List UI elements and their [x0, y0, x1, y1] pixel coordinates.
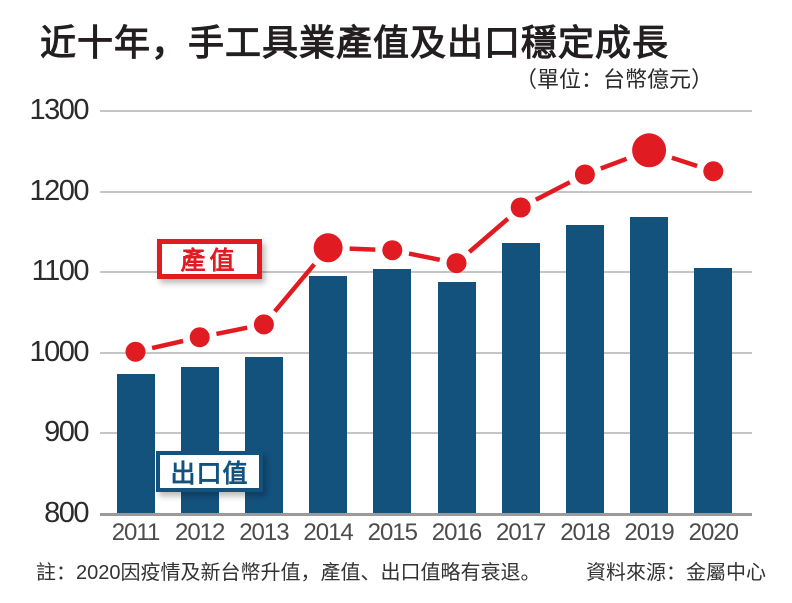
line-segment-2016-2017 — [467, 216, 510, 254]
line-segment-2012-2013 — [215, 325, 248, 337]
footnote-text: 註：2020因疫情及新台幣升值，產值、出口值略有衰退。 — [36, 562, 541, 584]
line-segment-2019-2020 — [671, 155, 698, 169]
y-tick-label-1000: 1000 — [29, 335, 89, 368]
x-axis-line — [100, 513, 752, 516]
production-value-dot-2014 — [313, 233, 343, 263]
export-value-bar-2018 — [565, 225, 604, 513]
production-value-dot-2017 — [510, 197, 531, 218]
footer: 註：2020因疫情及新台幣升值，產值、出口值略有衰退。 資料來源：金屬中心 — [36, 556, 766, 585]
data-source-text: 資料來源：金屬中心 — [586, 562, 766, 584]
production-value-dot-2019 — [632, 133, 667, 168]
x-tick-label-2012: 2012 — [174, 519, 225, 546]
x-tick-label-2016: 2016 — [431, 519, 482, 546]
y-tick-label-800: 800 — [44, 497, 89, 529]
export-value-bar-2020 — [694, 267, 733, 513]
production-value-series-label-text: 產值 — [180, 247, 239, 275]
export-value-bar-2019 — [630, 217, 669, 513]
gridline-1300 — [100, 110, 752, 112]
y-tick-label-900: 900 — [44, 416, 89, 449]
production-value-dot-2011 — [125, 341, 146, 362]
line-segment-2015-2016 — [408, 251, 441, 263]
gridline-1100 — [100, 271, 752, 274]
production-value-dot-2018 — [574, 164, 595, 185]
x-tick-label-2013: 2013 — [239, 519, 289, 546]
x-tick-label-2015: 2015 — [367, 519, 418, 546]
x-tick-label-2017: 2017 — [495, 519, 546, 546]
line-segment-2013-2014 — [273, 262, 317, 313]
y-tick-label-1100: 1100 — [31, 255, 90, 288]
chart-unit-label: （單位：台幣億元） — [514, 67, 713, 92]
line-segment-2018-2019 — [600, 156, 628, 171]
production-value-dot-2016 — [446, 253, 467, 274]
x-tick-label-2018: 2018 — [560, 519, 610, 546]
export-value-series-label-text: 出口值 — [170, 459, 249, 488]
export-value-bar-2014 — [309, 276, 348, 513]
gridline-1200 — [100, 190, 752, 193]
line-segment-2014-2015 — [349, 246, 376, 252]
line-segment-2017-2018 — [534, 180, 571, 202]
gridline-1000 — [100, 351, 752, 354]
export-value-bar-2015 — [373, 268, 412, 513]
y-tick-label-1300: 1300 — [29, 94, 89, 126]
x-tick-label-2020: 2020 — [688, 519, 739, 546]
x-tick-label-2014: 2014 — [303, 519, 353, 546]
production-value-line-layer — [125, 133, 724, 362]
production-value-dot-2020 — [703, 161, 724, 182]
export-value-bar-2017 — [501, 242, 540, 513]
export-value-bar-2011 — [116, 373, 155, 513]
gridline-900 — [100, 432, 752, 435]
production-value-dot-2013 — [253, 314, 274, 335]
production-value-dot-2012 — [189, 327, 210, 348]
x-tick-label-2011: 2011 — [111, 519, 161, 546]
export-value-bar-2016 — [437, 281, 476, 513]
export-value-series-label: 出口值 — [156, 451, 263, 492]
production-value-series-label: 產值 — [157, 239, 262, 279]
chart-title: 近十年，手工具業產值及出口穩定成長 — [40, 22, 670, 63]
x-tick-label-2019: 2019 — [624, 519, 674, 546]
line-segment-2011-2012 — [151, 338, 184, 351]
production-value-dot-2015 — [382, 240, 403, 261]
y-tick-label-1200: 1200 — [29, 174, 89, 207]
plot-area — [100, 110, 752, 516]
